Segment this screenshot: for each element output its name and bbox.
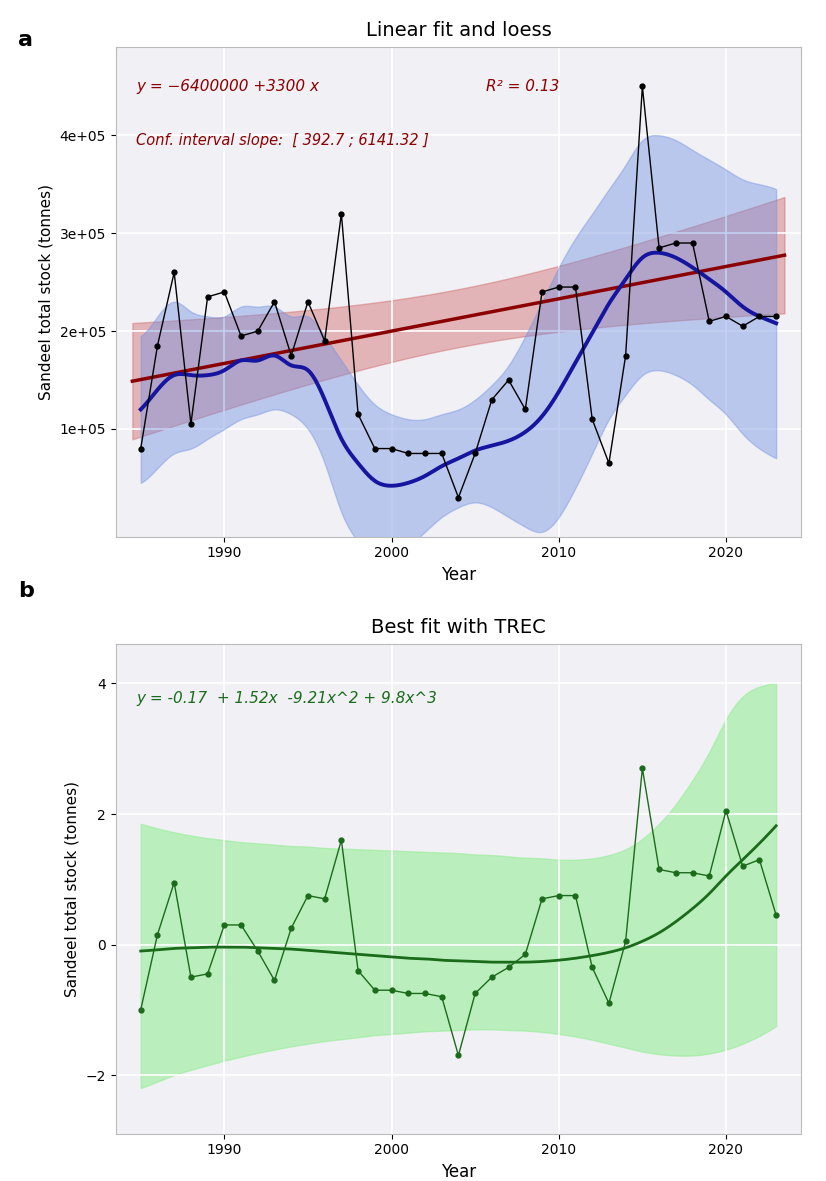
Text: y = -0.17  + 1.52x  -9.21x^2 + 9.8x^3: y = -0.17 + 1.52x -9.21x^2 + 9.8x^3 bbox=[136, 691, 437, 706]
Text: b: b bbox=[18, 581, 34, 601]
Y-axis label: Sandeel total stock (tonnes): Sandeel total stock (tonnes) bbox=[65, 781, 80, 997]
Title: Linear fit and loess: Linear fit and loess bbox=[366, 21, 551, 40]
Title: Best fit with TREC: Best fit with TREC bbox=[371, 618, 546, 638]
Text: a: a bbox=[18, 30, 33, 50]
X-axis label: Year: Year bbox=[441, 566, 476, 583]
Text: y = −6400000 +3300 x: y = −6400000 +3300 x bbox=[136, 79, 319, 94]
X-axis label: Year: Year bbox=[441, 1163, 476, 1181]
Y-axis label: Sandeel total stock (tonnes): Sandeel total stock (tonnes) bbox=[39, 184, 54, 400]
Text: Conf. interval slope:  [ 392.7 ; 6141.32 ]: Conf. interval slope: [ 392.7 ; 6141.32 … bbox=[136, 133, 429, 148]
Text: R² = 0.13: R² = 0.13 bbox=[486, 79, 559, 94]
